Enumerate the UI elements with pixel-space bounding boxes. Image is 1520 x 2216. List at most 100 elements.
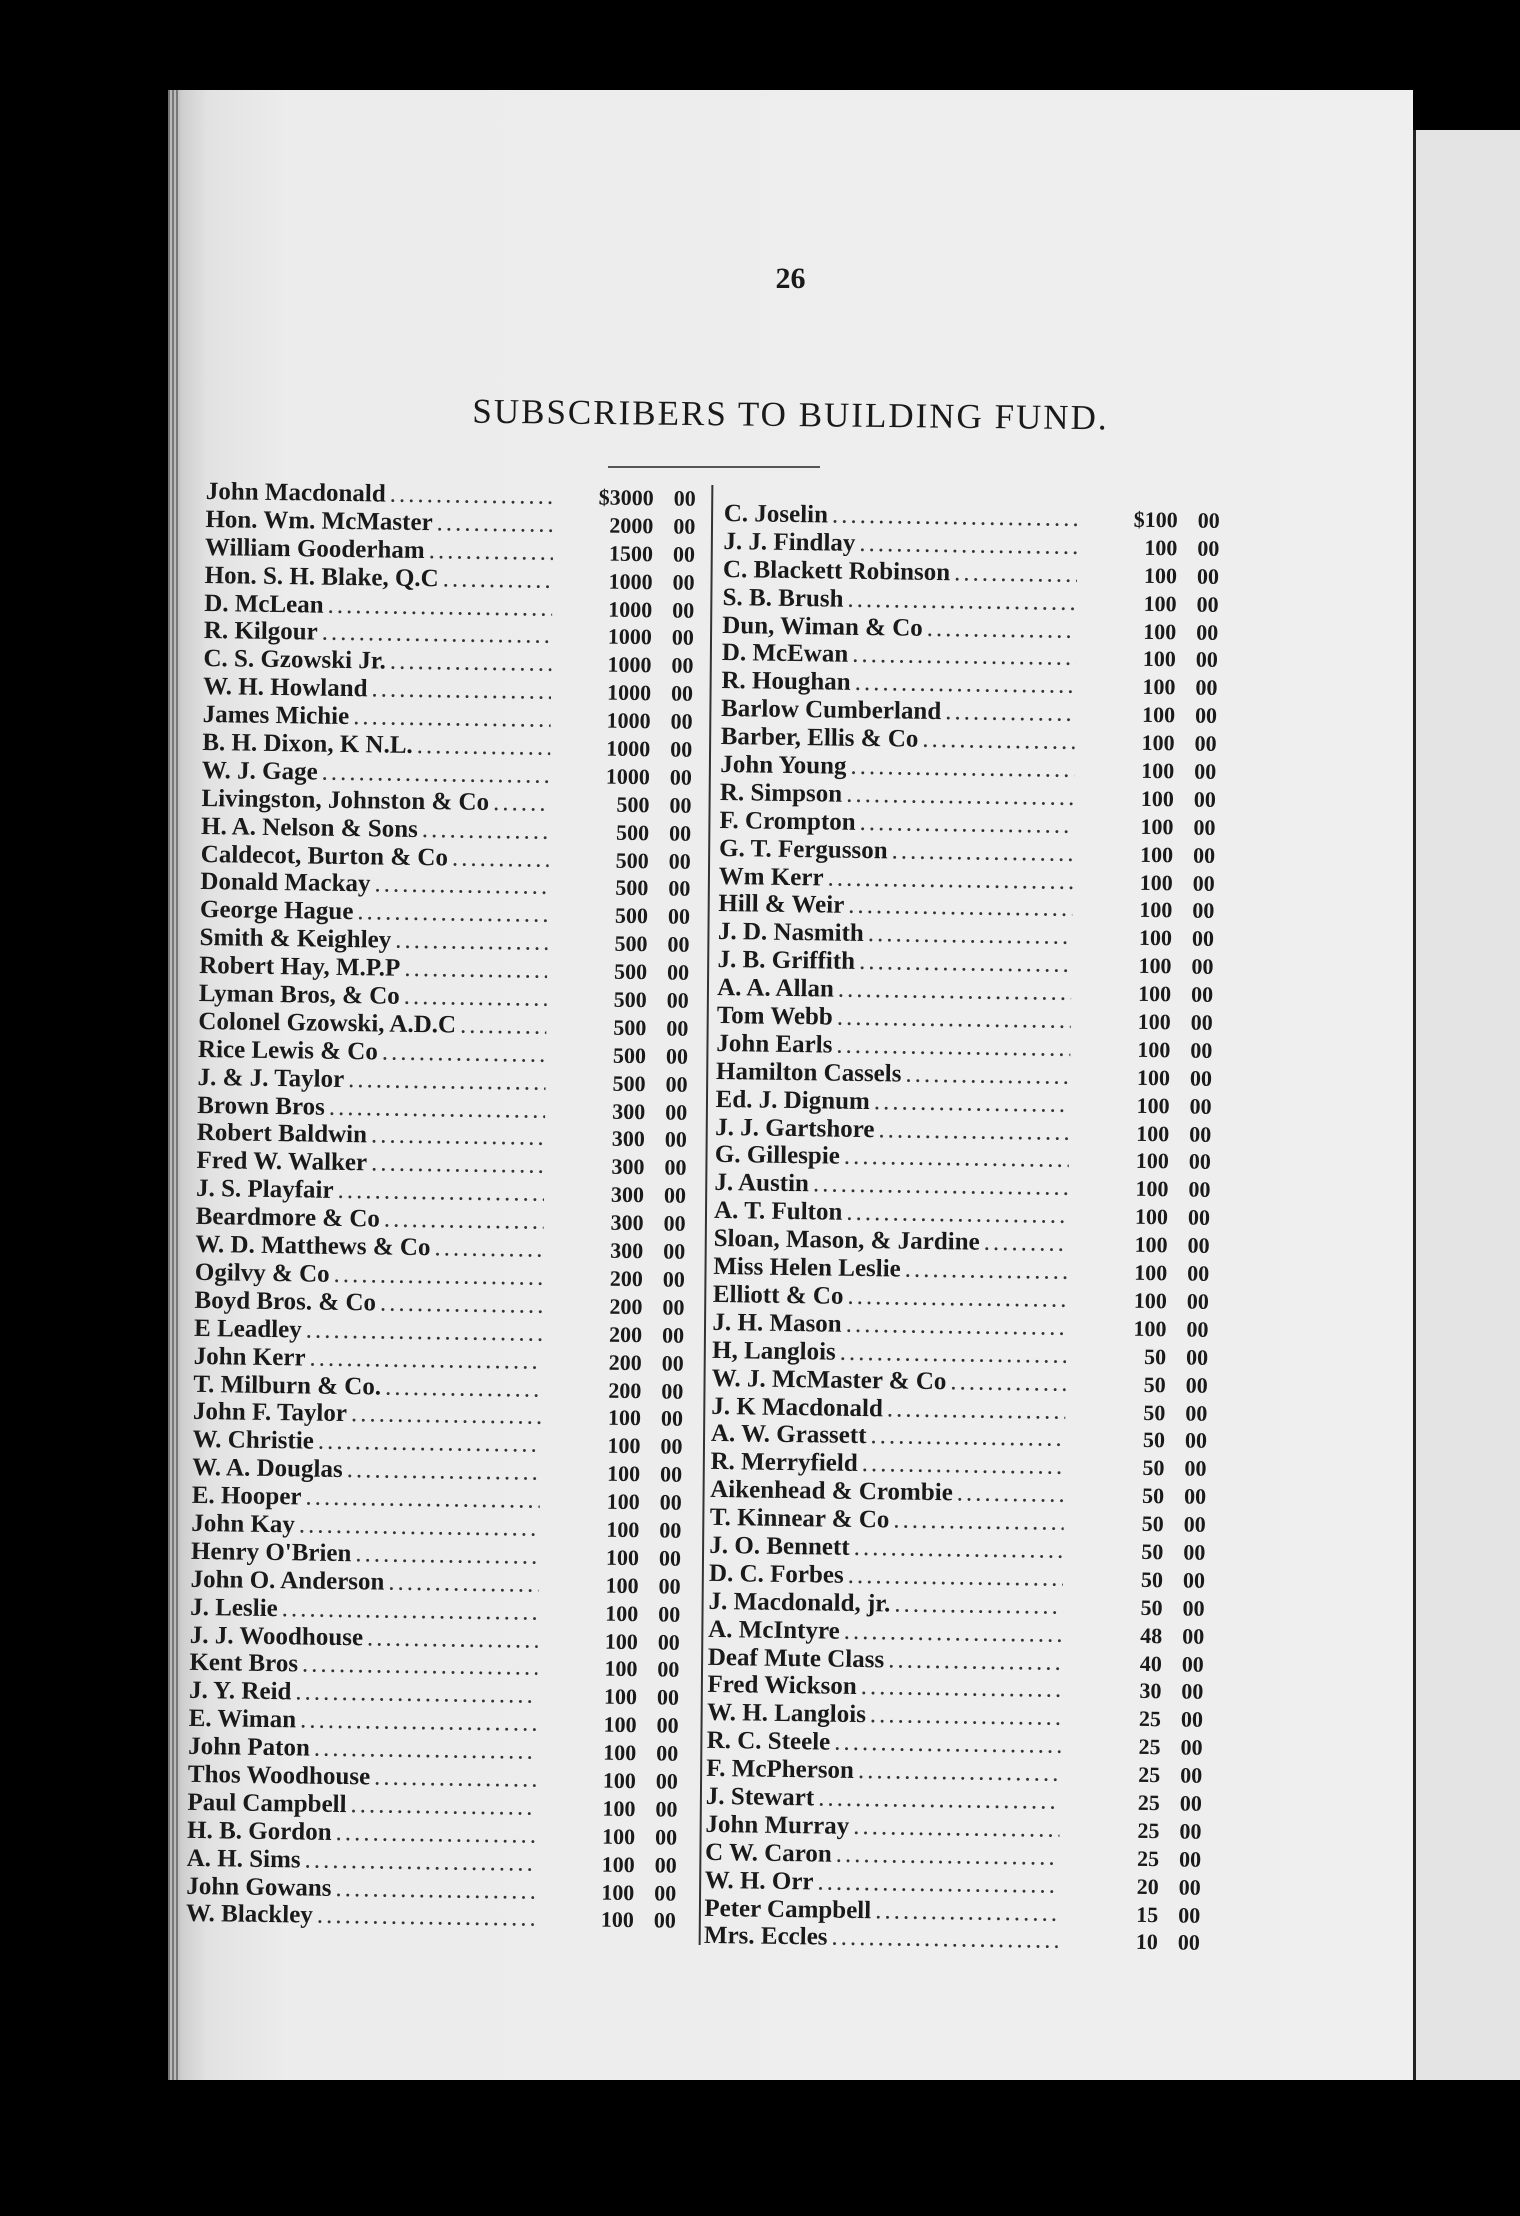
subscriber-name: W. H. Langlois <box>706 1699 867 1729</box>
subscription-amount: 100 <box>605 1572 639 1598</box>
subscription-amount: 100 <box>1136 1120 1170 1146</box>
subscription-amount: 300 <box>611 1154 645 1180</box>
subscriber-name: A. McIntyre <box>708 1615 840 1645</box>
subscriber-list-left: John Macdonald $3000 00 Hon. Wm. McMaster 20… <box>186 478 696 1935</box>
subscription-amount: 100 <box>605 1544 640 1570</box>
subscriber-name: R. C. Steele <box>706 1727 831 1756</box>
subscription-cents: 00 <box>664 1126 687 1153</box>
subscriber-name: W. Blackley <box>185 1900 314 1930</box>
subscription-amount: 100 <box>605 1600 639 1626</box>
subscription-cents: 00 <box>1178 1846 1202 1872</box>
subscription-amount: 100 <box>601 1851 635 1877</box>
subscription-cents: 00 <box>1188 1149 1211 1175</box>
subscription-cents: 00 <box>670 708 693 734</box>
subscriber-name: Brown Bros <box>197 1091 325 1121</box>
subscription-cents: 00 <box>1195 674 1218 701</box>
subscription-amount: 100 <box>1137 1008 1171 1035</box>
subscriber-name: A. H. Sims <box>186 1844 301 1874</box>
subscription-cents: 00 <box>1197 535 1220 561</box>
subscription-amount: 15 <box>1136 1901 1159 1927</box>
leader-dots <box>846 781 1074 812</box>
leader-dots <box>317 1902 534 1933</box>
subscription-cents: 00 <box>1191 953 1214 980</box>
subscription-amount: 50 <box>1140 1566 1164 1593</box>
leader-dots <box>813 1171 1069 1203</box>
subscription-cents: 00 <box>671 652 694 679</box>
subscriber-name: Henry O'Brien <box>190 1537 352 1567</box>
subscriber-name: Aikenhead & Crombie <box>709 1476 953 1507</box>
leader-dots <box>404 955 547 985</box>
leader-dots <box>843 1617 1062 1648</box>
subscription-cents: 00 <box>1193 786 1217 812</box>
subscription-cents: 00 <box>660 1405 684 1432</box>
subscription-amount: 100 <box>606 1516 640 1543</box>
leader-dots <box>390 648 552 678</box>
subscription-cents: 00 <box>666 987 689 1013</box>
leader-dots <box>335 1874 534 1905</box>
subscription-cents: 00 <box>656 1712 679 1738</box>
subscriber-name: James Michie <box>202 701 350 731</box>
subscription-amount: 100 <box>1136 1064 1171 1091</box>
subscription-amount: 1000 <box>606 679 652 706</box>
leader-dots <box>853 1534 1063 1565</box>
subscription-cents: 00 <box>669 792 692 818</box>
subscription-cents: 00 <box>665 1099 688 1125</box>
subscription-amount: 100 <box>1137 1036 1171 1063</box>
leader-dots <box>887 1395 1066 1425</box>
subscriber-name: Hill & Weir <box>718 890 845 920</box>
subscription-cents: 00 <box>668 875 691 902</box>
subscriber-name: John Gowans <box>186 1872 332 1902</box>
subscription-amount: 50 <box>1141 1538 1164 1565</box>
subscription-amount: 100 <box>1143 618 1177 644</box>
subscription-amount: 200 <box>608 1349 642 1375</box>
leader-dots <box>874 1088 1070 1119</box>
subscription-amount: 100 <box>1144 534 1178 561</box>
subscriber-name: H. B. Gordon <box>186 1816 332 1846</box>
document-page: 26 SUBSCRIBERS TO BUILDING FUND. John Ma… <box>168 90 1413 2080</box>
subscription-amount: 25 <box>1137 1817 1160 1844</box>
subscriber-name: Mrs. Eccles <box>703 1922 828 1952</box>
subscription-cents: 00 <box>1193 814 1216 840</box>
leader-dots <box>452 844 549 873</box>
subscriber-name: R. Simpson <box>719 778 843 808</box>
subscription-amount: 100 <box>607 1405 642 1431</box>
leader-dots <box>351 1401 541 1432</box>
subscription-amount: 100 <box>601 1823 636 1849</box>
subscription-cents: 00 <box>1182 1595 1205 1621</box>
subscription-amount: 1000 <box>606 707 651 734</box>
subscription-cents: 00 <box>1191 925 1215 952</box>
subscription-amount: 100 <box>1136 1092 1170 1118</box>
subscription-amount: 100 <box>1141 702 1176 728</box>
leader-dots <box>847 1283 1067 1314</box>
leader-dots <box>337 1177 544 1208</box>
subscription-amount: 100 <box>1142 646 1176 672</box>
subscriber-name: H, Langlois <box>711 1336 836 1366</box>
subscription-amount: 500 <box>612 1042 647 1069</box>
subscriber-name: Thos Woodhouse <box>187 1760 371 1791</box>
subscription-amount: 500 <box>613 986 647 1013</box>
subscription-amount: 500 <box>616 791 650 818</box>
leader-dots <box>422 816 550 846</box>
subscription-cents: 00 <box>665 1043 689 1069</box>
subscription-cents: 00 <box>665 1071 688 1097</box>
subscription-amount: 40 <box>1139 1650 1162 1676</box>
subscription-amount: 100 <box>603 1739 637 1766</box>
subscriber-name: Ogilvy & Co <box>194 1258 330 1288</box>
subscriber-name: John Kay <box>191 1509 296 1539</box>
page-title: SUBSCRIBERS TO BUILDING FUND. <box>472 391 1109 438</box>
leader-dots <box>353 703 551 734</box>
leader-dots <box>304 1846 534 1877</box>
subscription-cents: 00 <box>1192 898 1215 924</box>
subscriber-name: John Earls <box>716 1029 833 1059</box>
subscriber-name: B. H. Dixon, K N.L. <box>202 728 413 759</box>
leader-dots <box>859 809 1073 840</box>
subscriber-name: Livingston, Johnston & Co <box>201 784 490 816</box>
subscription-cents: 00 <box>669 764 693 790</box>
subscription-cents: 00 <box>661 1322 685 1348</box>
subscription-cents: 00 <box>657 1628 680 1655</box>
subscription-cents: 00 <box>1183 1511 1206 1537</box>
leader-dots <box>827 864 1073 895</box>
subscriber-name: H. A. Nelson & Sons <box>200 812 419 843</box>
leader-dots <box>891 837 1073 868</box>
leader-dots <box>460 1012 547 1041</box>
